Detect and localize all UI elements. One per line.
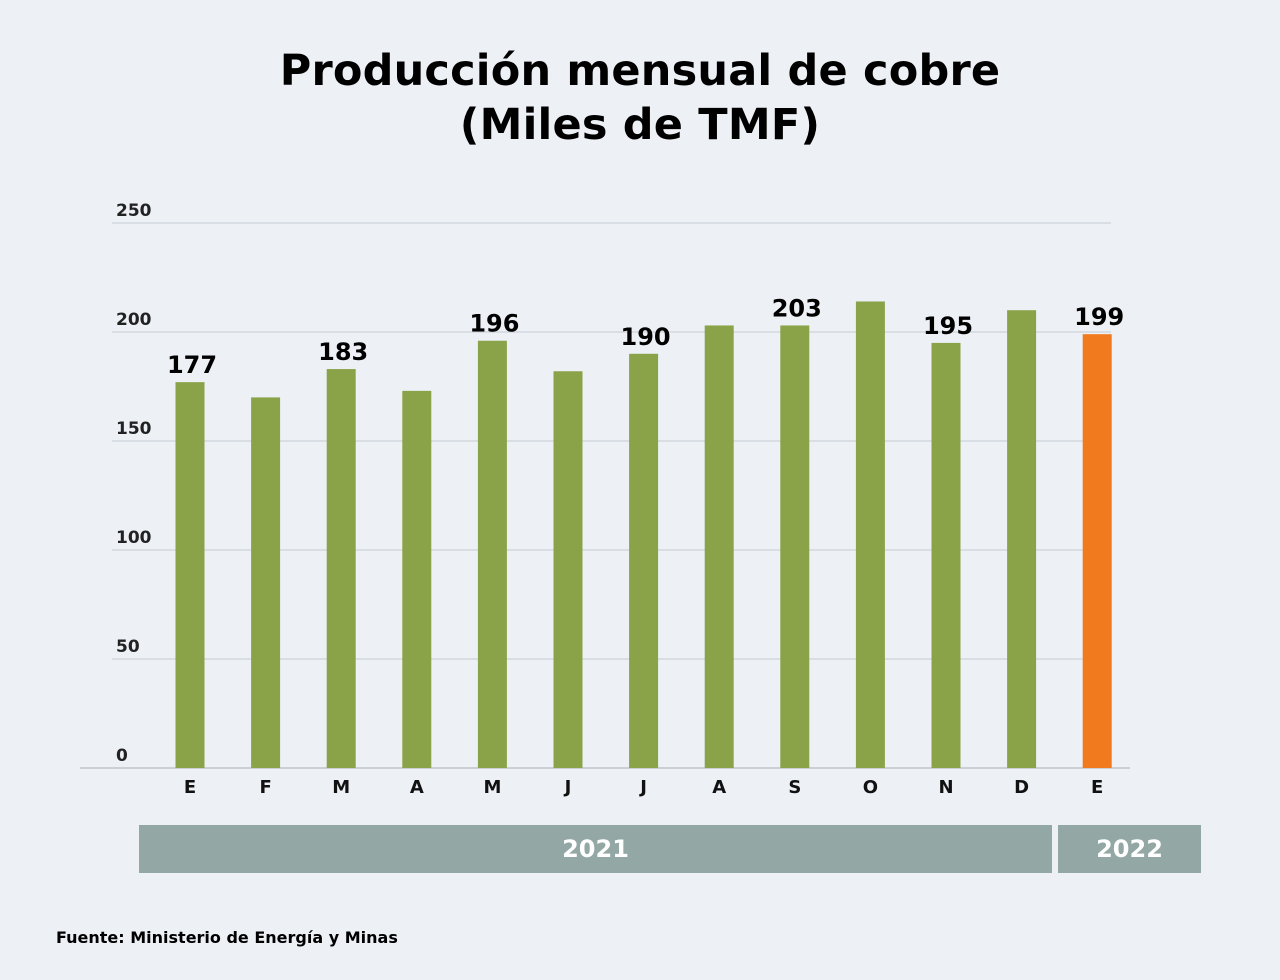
bar (175, 382, 205, 768)
bar (553, 371, 583, 768)
year-label-2022: 2022 (1096, 835, 1163, 863)
bar (402, 390, 432, 768)
bar (251, 397, 281, 768)
data-label: 195 (923, 312, 973, 340)
year-band-2022: 2022 (1058, 825, 1201, 873)
bar-chart: 0 50 100 150 200 250 E 177 F M 183 A M 196 J J 190 A S 203 O… (80, 201, 1130, 798)
y-tick-label: 200 (116, 310, 152, 330)
y-tick-label: 0 (116, 746, 128, 766)
y-tick-label: 50 (116, 637, 140, 657)
year-band-2021: 2021 (139, 825, 1052, 873)
data-label: 183 (318, 338, 368, 366)
bar (326, 369, 356, 768)
bar (1007, 310, 1037, 768)
x-tick-label: N (938, 777, 953, 798)
x-tick-label: E (1091, 777, 1103, 798)
data-label: 177 (167, 351, 217, 379)
bar (855, 301, 885, 768)
x-tick-label: J (638, 777, 647, 798)
x-tick-label: M (332, 777, 350, 798)
x-tick-label: F (259, 777, 271, 798)
bar (629, 353, 659, 768)
data-label: 199 (1074, 303, 1124, 331)
bar (931, 342, 961, 768)
chart-subtitle: (Miles de TMF) (459, 100, 821, 150)
y-tick-label: 150 (116, 419, 152, 439)
x-tick-label: S (788, 777, 801, 798)
data-label: 190 (621, 323, 671, 351)
y-tick-label: 250 (116, 201, 152, 221)
x-tick-label: E (184, 777, 196, 798)
data-label: 203 (772, 294, 822, 322)
x-tick-label: M (483, 777, 501, 798)
y-tick-label: 100 (116, 528, 152, 548)
year-label-2021: 2021 (562, 835, 629, 863)
bar (704, 325, 734, 768)
chart-title-block: Producción mensual de cobre (Miles de TM… (0, 44, 1280, 152)
source-note: Fuente: Ministerio de Energía y Minas (56, 928, 398, 947)
x-tick-label: O (863, 777, 878, 798)
x-tick-label: D (1014, 777, 1029, 798)
x-tick-label: J (563, 777, 572, 798)
bar (1082, 334, 1112, 768)
bar (780, 325, 810, 768)
bar (477, 340, 507, 768)
x-tick-label: A (410, 777, 424, 798)
chart-title: Producción mensual de cobre (279, 46, 1001, 96)
data-label: 196 (469, 310, 519, 338)
x-tick-label: A (712, 777, 726, 798)
